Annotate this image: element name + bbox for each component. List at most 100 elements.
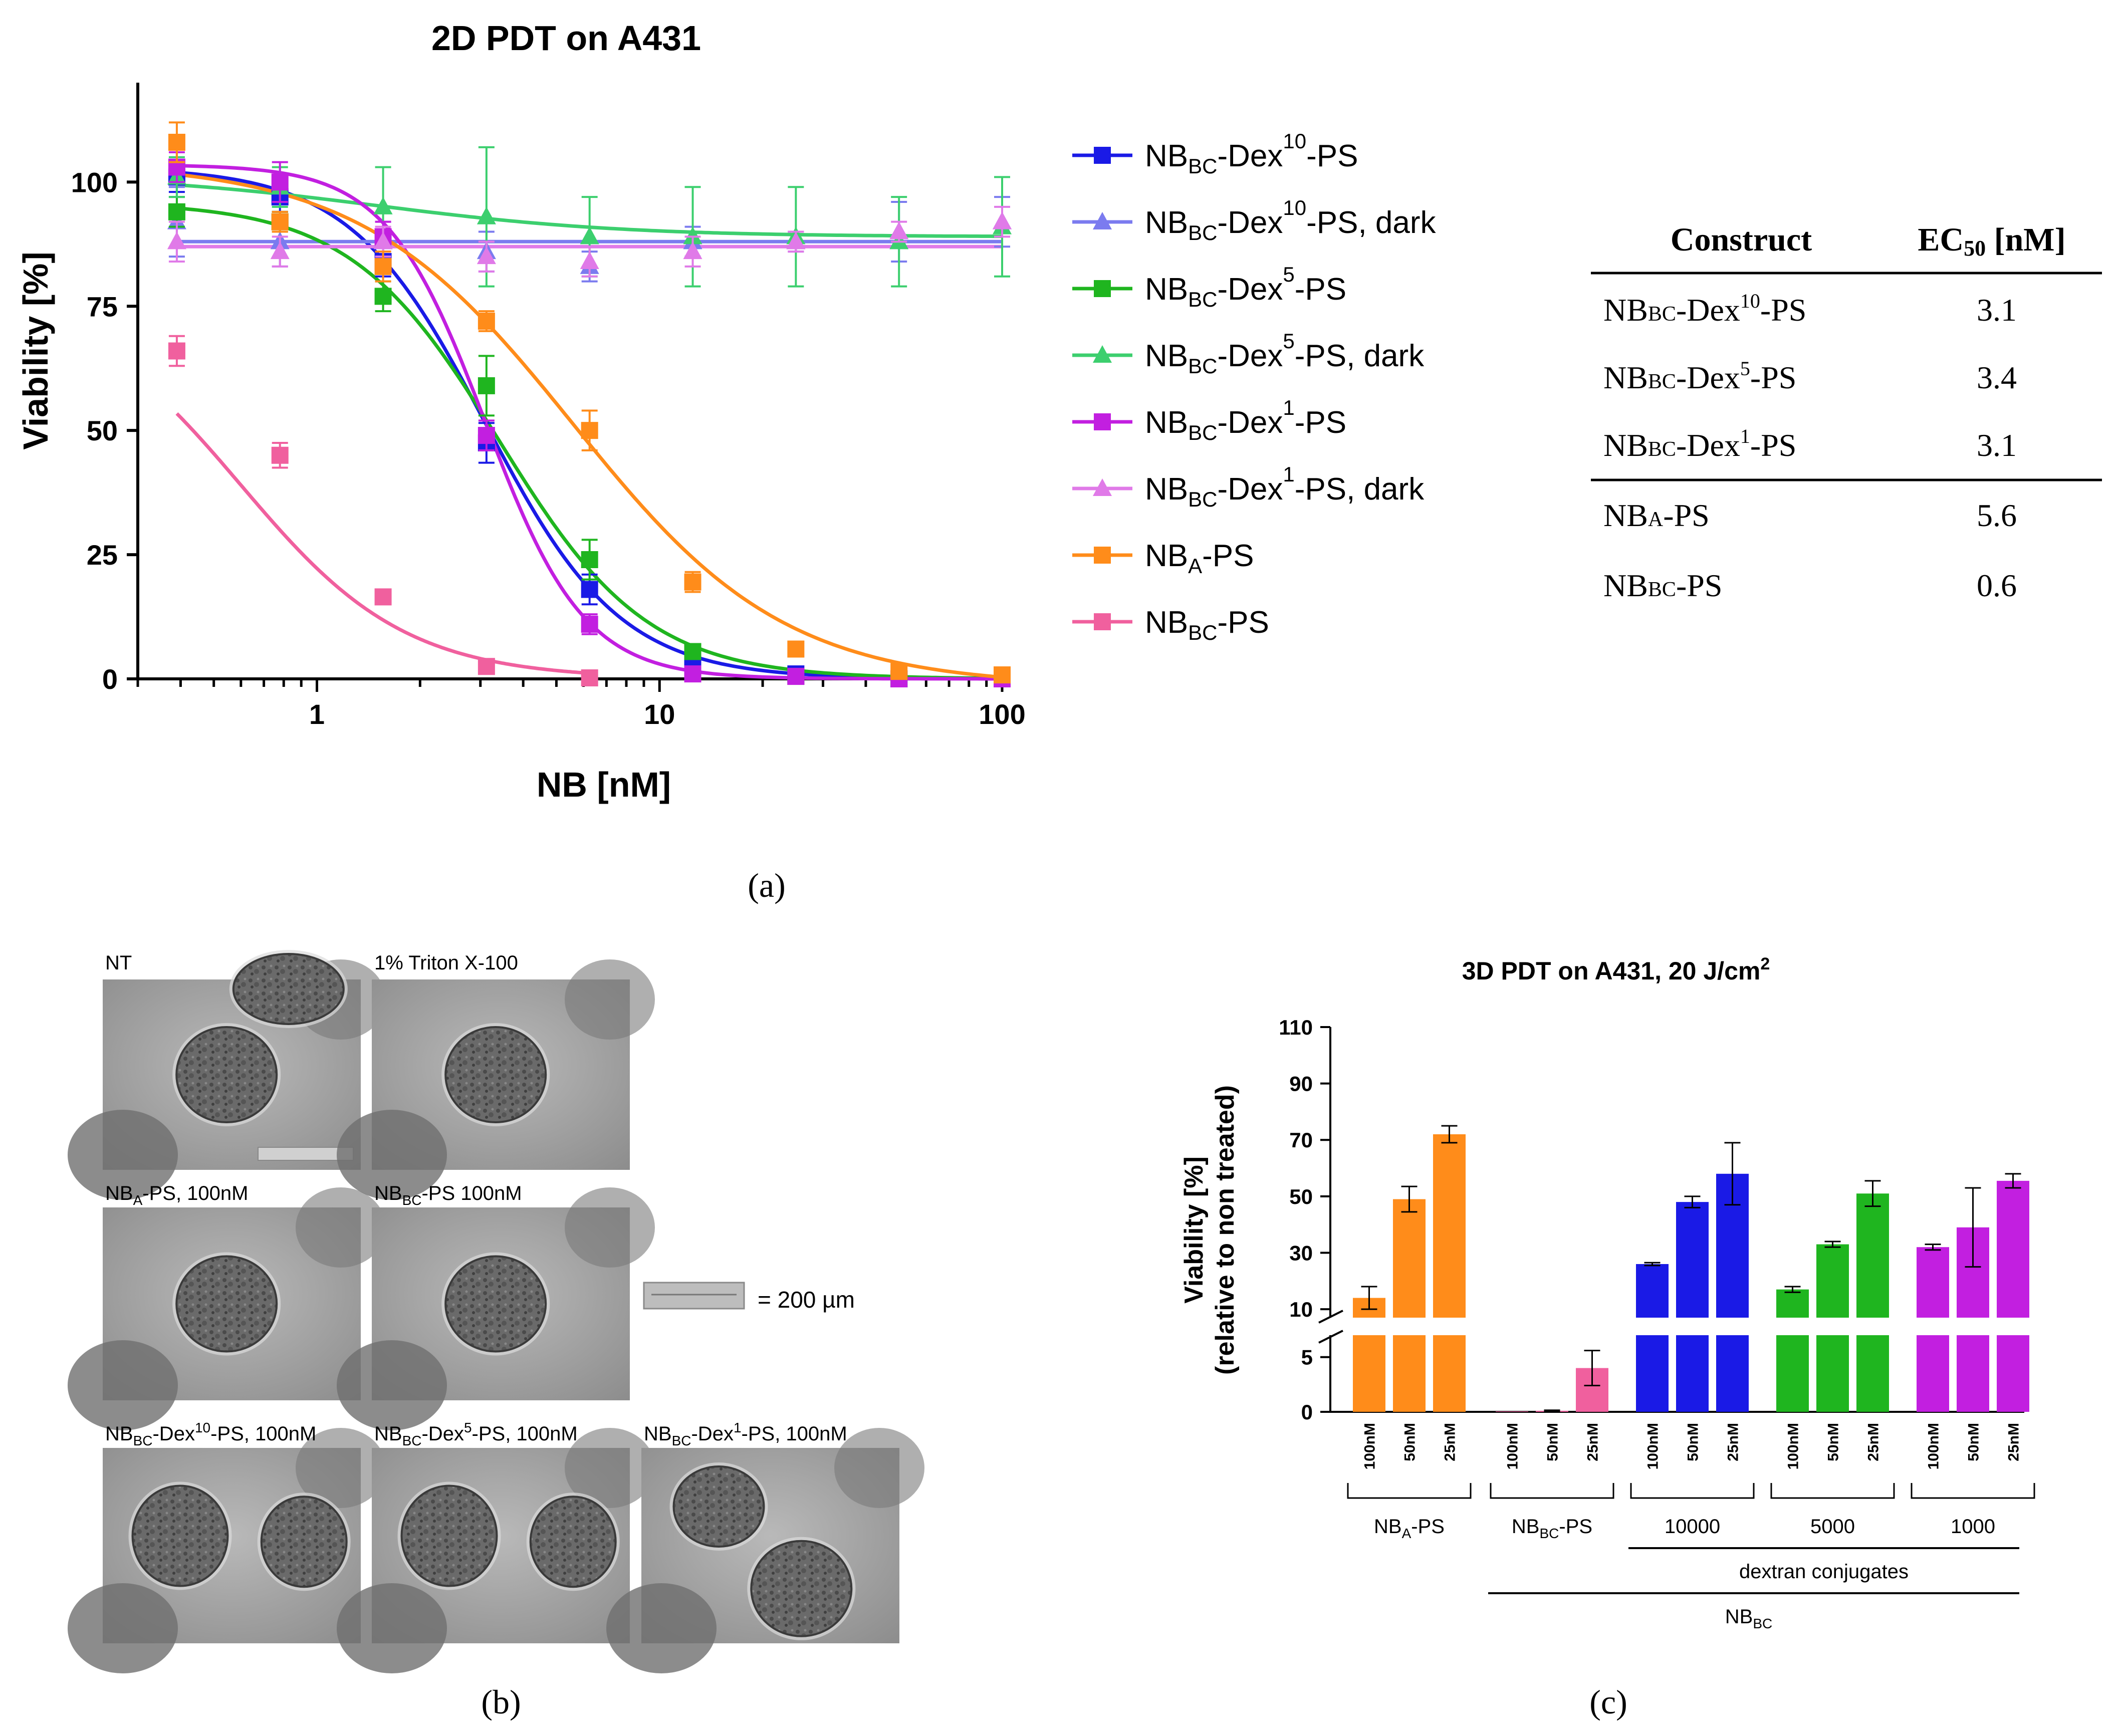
point-dex5dark bbox=[477, 206, 496, 224]
bar-lower-3-0 bbox=[1776, 1335, 1809, 1412]
ec50-construct-part-mid: -PS bbox=[1676, 568, 1723, 603]
label-part-mid: -Dex bbox=[1218, 139, 1283, 173]
microscopy-label-part-tail: -PS, 100nM bbox=[742, 1423, 847, 1445]
spheroid bbox=[175, 1026, 278, 1123]
y-tick-label: 0 bbox=[102, 663, 118, 695]
point-dex10 bbox=[581, 581, 598, 598]
x-category-label: 50nM bbox=[1685, 1423, 1702, 1461]
image-shadow-blob bbox=[565, 1428, 655, 1508]
x-category-label: 100nM bbox=[1362, 1423, 1378, 1469]
panel-c-3d-bar-chart: 3D PDT on A431, 20 J/cm2 Viability [%] (… bbox=[1180, 954, 2035, 1631]
x-tick-label: 10 bbox=[644, 698, 675, 730]
label-part-sup: 10 bbox=[1283, 196, 1306, 219]
x-tick-label: 100 bbox=[979, 698, 1025, 730]
bar-lower-2-1 bbox=[1676, 1335, 1709, 1412]
group-bracket-0 bbox=[1347, 1483, 1472, 1499]
image-shadow-blob bbox=[337, 1110, 447, 1200]
point-nbbc bbox=[478, 658, 495, 675]
image-shadow-blob bbox=[565, 1187, 655, 1268]
group-bracket-2 bbox=[1630, 1483, 1755, 1499]
point-dex5dark bbox=[373, 196, 393, 214]
bar-lower-3-1 bbox=[1816, 1335, 1849, 1412]
point-dex1 bbox=[787, 668, 805, 685]
ec50-row-value: 3.1 bbox=[1977, 292, 2017, 328]
label-part-sub: A bbox=[1188, 554, 1202, 578]
point-dex5 bbox=[478, 377, 495, 394]
spheroid bbox=[400, 1484, 498, 1587]
group-label-part-base: NB bbox=[1512, 1516, 1540, 1538]
group-label-part-tail: -PS bbox=[1559, 1516, 1592, 1538]
point-nbbc bbox=[374, 588, 392, 606]
legend-label-nbbc: NBBC-PS bbox=[1145, 605, 1269, 644]
image-shadow-blob bbox=[606, 1583, 717, 1673]
spheroid bbox=[131, 1484, 229, 1587]
scale-bar-legend bbox=[643, 1282, 745, 1310]
spheroid bbox=[175, 1255, 278, 1353]
label-part-sub: BC bbox=[1188, 621, 1217, 644]
image-shadow-blob bbox=[565, 959, 655, 1040]
bar-lower-2-0 bbox=[1636, 1335, 1669, 1412]
ec50-construct-part-sub: BC bbox=[1648, 370, 1676, 393]
spheroid bbox=[232, 953, 345, 1025]
bar-upper-0-1 bbox=[1393, 1199, 1426, 1318]
image-shadow-blob bbox=[296, 1428, 386, 1508]
legend-marker-dex10 bbox=[1094, 147, 1111, 164]
label-part-tail: -PS, dark bbox=[1295, 472, 1425, 507]
axis-break-mark-upper bbox=[1318, 1310, 1343, 1324]
y-tick-label: 100 bbox=[71, 166, 118, 198]
label-part-sub: BC bbox=[1188, 421, 1217, 444]
microscopy-image-7: NBBC-Dex1-PS, 100nM bbox=[606, 1420, 924, 1673]
point-dex5dark bbox=[580, 226, 599, 244]
ec50-row-value: 3.1 bbox=[1977, 427, 2017, 463]
point-nba bbox=[994, 666, 1011, 684]
ec50-construct-part-mid: -Dex bbox=[1676, 292, 1740, 328]
legend-marker-nbbc bbox=[1094, 613, 1111, 630]
microscopy-image-5: NBBC-Dex10-PS, 100nM bbox=[68, 1420, 386, 1673]
panel-a-data-points bbox=[167, 121, 1012, 687]
y-tick-label: 30 bbox=[1289, 1241, 1313, 1265]
point-dex5 bbox=[168, 203, 185, 220]
panel-c-x-labels: 100nM 50nM 25nM 100nM 50nM 25nM 100nM 50nM 25nM 1… bbox=[1362, 1423, 2022, 1469]
point-dex1dark bbox=[683, 241, 702, 260]
legend-label-dex5dark: NBBC-Dex5-PS, dark bbox=[1145, 329, 1425, 378]
legend-marker-dex5dark bbox=[1093, 345, 1112, 363]
label-part-sub: BC bbox=[1188, 354, 1217, 378]
image-shadow-blob bbox=[337, 1340, 447, 1430]
label-part-sup: 1 bbox=[1283, 462, 1294, 486]
x-category-label: 25nM bbox=[1442, 1423, 1459, 1461]
legend-label-dex5: NBBC-Dex5-PS bbox=[1145, 263, 1346, 311]
microscopy-label-part-tail: -PS 100nM bbox=[421, 1182, 522, 1204]
legend-label-dex1: NBBC-Dex1-PS bbox=[1145, 396, 1346, 444]
ec50-construct-part-sub: BC bbox=[1648, 578, 1676, 601]
scale-bar-text: = 200 µm bbox=[758, 1287, 855, 1313]
bar-lower-4-0 bbox=[1917, 1335, 1949, 1412]
label-part-base: NB bbox=[1145, 539, 1188, 573]
ec50-row-value: 3.4 bbox=[1977, 360, 2017, 395]
nbbc-label-sub: BC bbox=[1753, 1616, 1772, 1631]
microscopy-label-part-tail: -PS, 100nM bbox=[210, 1423, 316, 1445]
point-dex5 bbox=[684, 643, 701, 660]
point-nbbc bbox=[581, 669, 598, 687]
point-nba bbox=[168, 134, 185, 151]
panel-a-title: 2D PDT on A431 bbox=[431, 19, 701, 58]
fit-curve-nbbc bbox=[175, 412, 591, 675]
image-shadow-blob bbox=[68, 1340, 178, 1430]
panel-c-title-text: 3D PDT on A431, 20 J/cm bbox=[1462, 957, 1761, 985]
microscopy-label-part-tail: -PS, 100nM bbox=[142, 1182, 248, 1204]
point-nbbc bbox=[271, 446, 289, 464]
x-category-label: 100nM bbox=[1926, 1423, 1942, 1469]
label-part-tail: -PS bbox=[1295, 405, 1346, 440]
legend-label-nba: NBA-PS bbox=[1145, 539, 1254, 578]
label-part-sub: BC bbox=[1188, 288, 1217, 311]
microscopy-label-part-base: NB bbox=[374, 1423, 402, 1445]
group-label-part-sub: A bbox=[1402, 1526, 1411, 1541]
y-tick-label: 25 bbox=[87, 539, 118, 571]
x-category-label: 100nM bbox=[1785, 1423, 1802, 1469]
bar-lower-0-1 bbox=[1393, 1335, 1426, 1412]
label-part-base: NB bbox=[1145, 405, 1188, 440]
group-bracket-3 bbox=[1770, 1483, 1895, 1499]
legend-item-dex1: NBBC-Dex1-PS bbox=[1072, 396, 1346, 444]
